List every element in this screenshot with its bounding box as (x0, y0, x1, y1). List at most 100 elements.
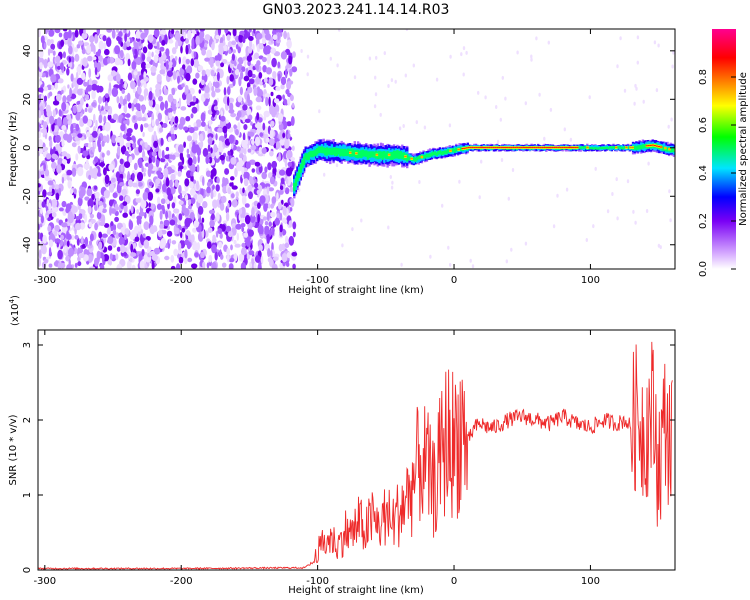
spectrogram-noise-cell (202, 201, 208, 209)
spectrogram-noise-cell (556, 193, 559, 198)
spectrogram-noise-cell (138, 223, 142, 232)
spectrogram-noise-cell (52, 50, 56, 56)
spectrogram-noise-cell (159, 210, 163, 221)
spectrogram-noise-cell (323, 172, 326, 177)
spectrogram-noise-cell (98, 104, 101, 112)
spectrogram-noise-cell (158, 148, 162, 159)
spectrogram-noise-cell (547, 40, 550, 45)
spectrogram-noise-cell (285, 89, 290, 95)
spectrogram-noise-cell (292, 221, 297, 230)
spectrogram-signal-cell (469, 146, 473, 149)
spectrogram-noise-cell (62, 117, 68, 126)
spectrogram-noise-cell (271, 227, 275, 236)
spectrogram-noise-cell (38, 29, 41, 38)
spectrogram-noise-cell (228, 49, 232, 55)
spectrogram-noise-cell (98, 162, 106, 167)
spectrogram-noise-cell (102, 35, 107, 42)
spectrogram-noise-cell (192, 155, 197, 165)
spectrogram-noise-cell (266, 186, 270, 195)
spectrogram-noise-cell (185, 58, 190, 65)
spectrogram-noise-cell (170, 126, 175, 135)
spectrogram-noise-cell (239, 146, 245, 154)
spectrogram-noise-cell (187, 30, 192, 40)
spectrogram-noise-cell (38, 87, 44, 93)
spectrogram-noise-cell (257, 224, 264, 235)
spectrogram-noise-cell (230, 193, 235, 199)
spectrogram-noise-cell (500, 158, 504, 162)
spectrogram-noise-cell (157, 112, 162, 122)
spectrogram-noise-cell (259, 195, 266, 204)
spectrogram-signal-cell (349, 152, 352, 154)
snr-y-multiplier: (x104) (8, 295, 21, 326)
spectrogram-noise-cell (48, 263, 53, 268)
spectrogram-noise-cell (171, 240, 177, 245)
spectrogram-noise-cell (174, 56, 178, 61)
spectrogram-noise-cell (262, 122, 266, 131)
spectrogram-noise-cell (212, 184, 215, 190)
spectrogram-signal-cell (635, 146, 638, 151)
spectrogram-noise-cell (177, 170, 182, 177)
spectrogram-noise-cell (140, 234, 143, 244)
spectrogram-noise-cell (134, 122, 138, 130)
spectrogram-noise-cell (47, 180, 54, 186)
spectrogram-noise-cell (216, 177, 220, 184)
spectrogram-signal-cell (595, 147, 599, 150)
spectrogram-noise-cell (151, 156, 156, 163)
spectrogram-noise-cell (96, 61, 102, 72)
spectrogram-noise-cell (42, 189, 47, 198)
spectrogram-noise-cell (374, 92, 378, 97)
spectrogram-noise-cell (68, 56, 71, 63)
spectrogram-signal-cell (440, 151, 443, 156)
spectrogram-signal-cell (457, 148, 460, 150)
spectrogram-noise-cell (109, 56, 115, 64)
spectrogram-noise-cell (43, 162, 46, 172)
spectrogram-noise-cell (111, 29, 116, 39)
spectrogram-signal-cell (397, 151, 401, 159)
spectrogram-noise-cell (247, 86, 253, 94)
spectrogram-noise-cell (91, 83, 98, 91)
spectrogram-noise-cell (247, 46, 253, 54)
colorbar-tick-label: 0.6 (698, 117, 709, 133)
spectrogram-noise-cell (269, 138, 275, 146)
spectrogram-noise-cell (524, 101, 527, 106)
spectrogram-signal-cell (629, 146, 632, 149)
spectrogram-noise-cell (379, 112, 382, 117)
spectrogram-signal-cell (668, 148, 671, 150)
spectrogram-noise-cell (140, 61, 147, 70)
spectrogram-noise-cell (92, 146, 95, 153)
spectrogram-noise-cell (213, 105, 218, 111)
spectrogram-noise-cell (516, 50, 519, 55)
spectrogram-signal-cell (579, 147, 582, 150)
spectrogram-noise-cell (96, 250, 101, 261)
spectrogram-signal-cell (463, 147, 467, 149)
spectrogram-noise-cell (253, 52, 260, 60)
spectrogram-noise-cell (58, 207, 64, 212)
spectrogram-noise-cell (200, 112, 206, 123)
spectrogram-noise-cell (46, 110, 52, 118)
spectrogram-noise-cell (272, 34, 278, 40)
spectrogram-noise-cell (242, 154, 247, 164)
spectrogram-noise-cell (166, 70, 173, 77)
spectrogram-noise-cell (636, 35, 640, 40)
spectrogram-signal-cell (365, 150, 368, 157)
spectrogram-noise-cell (161, 149, 165, 160)
spectrogram-noise-cell (162, 207, 166, 215)
spectrogram-signal-cell (473, 146, 477, 149)
spectrogram-noise-cell (243, 75, 250, 82)
spectrogram-noise-cell (67, 247, 75, 257)
spectrogram-noise-cell (96, 29, 100, 36)
spectrogram-noise-cell (151, 51, 154, 58)
spectrogram-noise-cell (465, 50, 468, 55)
spectrogram-noise-cell (207, 227, 213, 234)
spectrogram-noise-cell (284, 68, 288, 79)
spectrogram-noise-cell (389, 175, 392, 179)
spectrogram-noise-cell (229, 102, 234, 111)
spectrogram-noise-cell (282, 132, 286, 139)
spectrogram-noise-cell (42, 146, 49, 152)
spectrogram-noise-cell (275, 86, 281, 92)
spectrogram-noise-cell (71, 167, 77, 177)
spectrogram-noise-cell (184, 84, 189, 95)
spectrogram-noise-cell (268, 77, 274, 86)
spectrogram-noise-cell (173, 98, 177, 105)
spectrogram-noise-cell (104, 48, 110, 56)
